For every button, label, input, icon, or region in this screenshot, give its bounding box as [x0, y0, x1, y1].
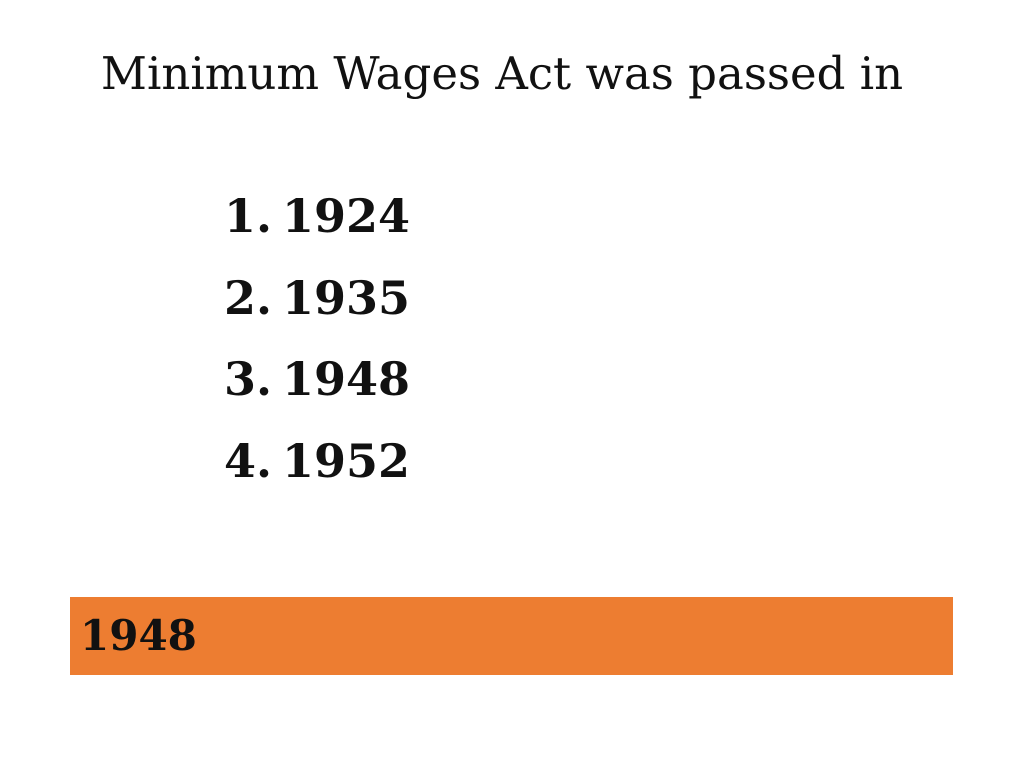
option-item: 4. 1952 — [224, 429, 410, 511]
option-item: 2. 1935 — [224, 266, 410, 348]
option-item: 1. 1924 — [224, 184, 410, 266]
option-number: 3. — [224, 352, 273, 406]
option-item: 3. 1948 — [224, 347, 410, 429]
option-text: 1948 — [282, 352, 411, 406]
option-number: 2. — [224, 270, 273, 325]
option-number: 1. — [224, 189, 273, 243]
answer-text: 1948 — [80, 611, 197, 660]
option-list: 1. 1924 2. 1935 3. 1948 4. 1952 — [224, 184, 410, 510]
slide-title: Minimum Wages Act was passed in — [100, 47, 904, 100]
option-text: 1935 — [282, 270, 411, 325]
option-text: 1924 — [282, 189, 411, 243]
option-text: 1952 — [282, 433, 411, 488]
option-number: 4. — [224, 433, 273, 488]
answer-box: 1948 — [70, 597, 953, 675]
